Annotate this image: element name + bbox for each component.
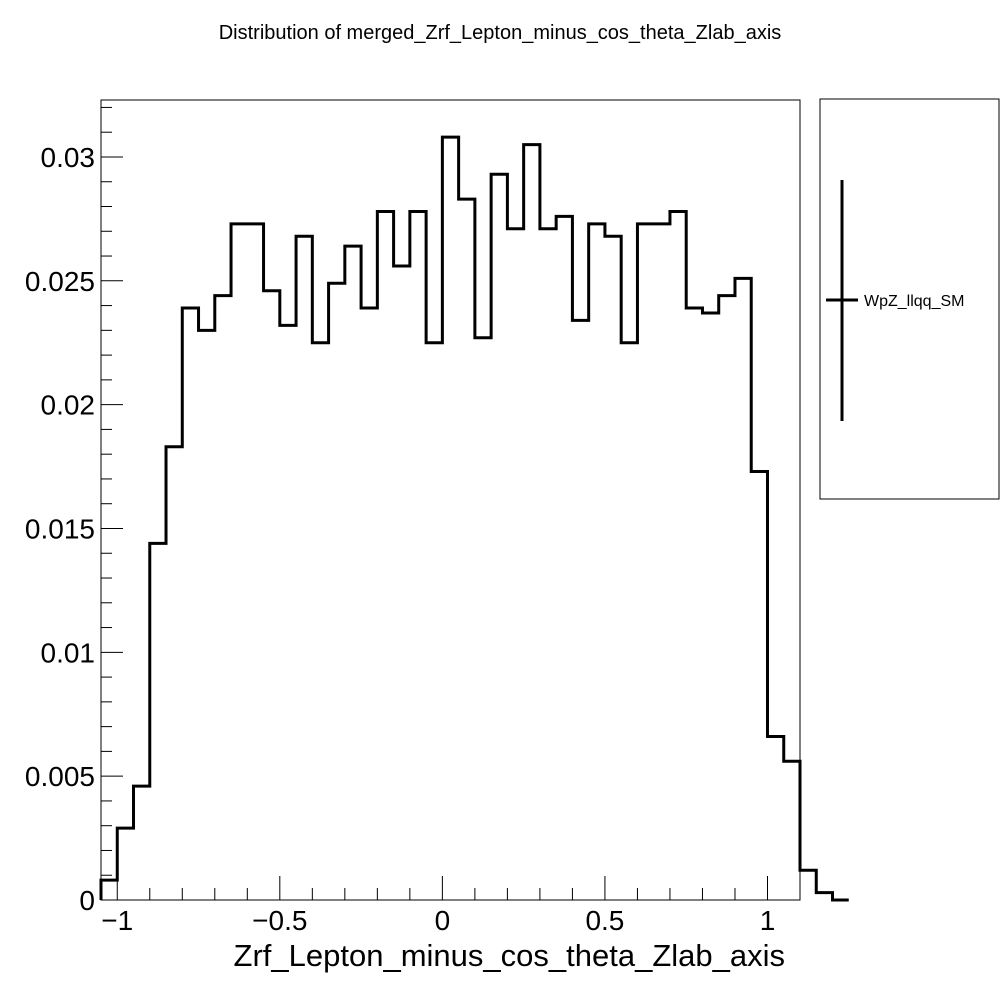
x-tick-label: 1: [760, 905, 776, 936]
plot-frame: [100, 99, 801, 901]
y-tick-label: 0.01: [41, 637, 96, 668]
y-tick-label: 0.02: [41, 390, 96, 421]
x-tick-label: −0.5: [252, 905, 307, 936]
minor-ticks: [101, 106, 736, 900]
x-tick-label: 0: [435, 905, 451, 936]
y-tick-label: 0.025: [25, 266, 95, 297]
y-axis: 0 0.005 0.01 0.015 0.02 0.025 0.03: [25, 142, 123, 916]
chart-title: Distribution of merged_Zrf_Lepton_minus_…: [219, 22, 782, 44]
histogram-series-line: [99, 135, 849, 902]
x-tick-label: 0.5: [585, 905, 624, 936]
y-tick-label: 0.005: [25, 761, 95, 792]
legend: WpZ_llqq_SM: [819, 98, 1000, 500]
x-axis-title: Zrf_Lepton_minus_cos_theta_Zlab_axis: [234, 938, 785, 973]
y-tick-label: 0.015: [25, 513, 95, 544]
legend-label: WpZ_llqq_SM: [864, 293, 964, 310]
y-tick-label: 0: [79, 885, 95, 916]
x-axis: −1 −0.5 0 0.5 1: [101, 876, 775, 936]
y-tick-label: 0.03: [41, 142, 96, 173]
x-tick-label: −1: [101, 905, 133, 936]
